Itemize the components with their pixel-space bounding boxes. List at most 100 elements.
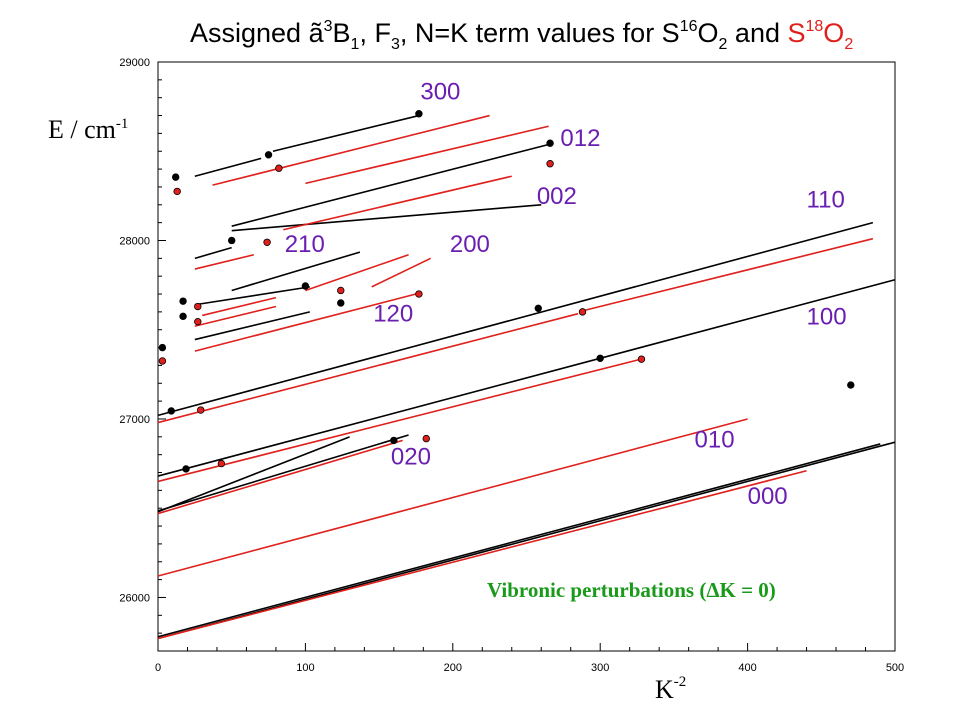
data-point-S18O2 xyxy=(546,160,554,168)
band-label: 100 xyxy=(807,303,847,330)
x-tick-label: 0 xyxy=(155,662,161,674)
data-point-S16O2 xyxy=(415,110,423,118)
term-value-lines xyxy=(157,114,896,640)
term-line-S18O2 xyxy=(157,418,748,577)
band-label: 010 xyxy=(695,427,735,454)
data-point-S16O2 xyxy=(171,173,180,181)
data-point-S16O2 xyxy=(264,151,273,159)
x-tick-label: 100 xyxy=(296,662,314,674)
data-point-S16O2 xyxy=(158,343,167,352)
chart-title-part: 3 xyxy=(391,36,400,53)
data-point-S16O2 xyxy=(534,304,542,313)
chart-title-text: Assigned ã3B1, F3, N=K term values for S… xyxy=(190,18,853,53)
term-line-S16O2 xyxy=(231,251,361,292)
data-point-S18O2 xyxy=(194,317,202,326)
term-line-S16O2 xyxy=(157,221,874,417)
data-point-S16O2 xyxy=(179,297,187,305)
data-point-S18O2 xyxy=(422,434,430,443)
chart-title-part: 3 xyxy=(324,18,333,35)
term-line-S18O2 xyxy=(371,257,432,288)
term-line-S16O2 xyxy=(231,143,551,227)
band-label: 300 xyxy=(420,78,460,105)
data-point-S18O2 xyxy=(337,286,345,295)
term-line-S18O2 xyxy=(305,254,409,292)
data-point-S16O2 xyxy=(546,139,554,147)
data-point-S16O2 xyxy=(390,436,398,445)
term-line-S16O2 xyxy=(157,278,896,477)
term-line-S16O2 xyxy=(157,434,409,512)
term-line-S18O2 xyxy=(212,114,490,186)
term-line-S16O2 xyxy=(157,436,350,513)
vibronic-perturbations-annotation: Vibronic perturbations (ΔK = 0) xyxy=(487,578,776,602)
term-line-S16O2 xyxy=(194,311,311,341)
term-line-S18O2 xyxy=(194,293,417,352)
y-tick-label: 27000 xyxy=(119,414,150,426)
assigned-points xyxy=(158,110,855,473)
y-tick-label: 29000 xyxy=(119,57,150,69)
band-label: 210 xyxy=(285,231,325,258)
y-axis-label: E / cm-1 xyxy=(48,115,128,144)
y-tick-label: 26000 xyxy=(119,592,150,604)
x-tick-label: 400 xyxy=(738,662,756,674)
data-point-S18O2 xyxy=(578,308,587,316)
data-point-S16O2 xyxy=(179,312,187,321)
chart-title-part: O xyxy=(823,18,844,48)
chart-title-part: 2 xyxy=(844,36,853,53)
data-point-S16O2 xyxy=(847,381,855,389)
term-line-S18O2 xyxy=(194,253,254,270)
term-line-S18O2 xyxy=(157,439,403,515)
data-point-S18O2 xyxy=(197,406,205,414)
data-point-S16O2 xyxy=(167,407,175,415)
chart-title-part: ã xyxy=(309,18,325,48)
x-tick-label: 300 xyxy=(591,662,609,674)
chart-title-part: , N=K term values for S xyxy=(400,18,680,48)
band-labels: 300 012 002 110 210 200 120 100 020 010 000 xyxy=(285,78,847,509)
data-point-S18O2 xyxy=(173,187,181,196)
term-line-S18O2 xyxy=(157,469,807,640)
band-label: 012 xyxy=(560,125,600,152)
term-line-S18O2 xyxy=(157,312,579,424)
chart-title-part: 18 xyxy=(806,18,824,35)
chart-title: Assigned ã3B1, F3, N=K term values for S… xyxy=(190,18,853,53)
data-point-S18O2 xyxy=(415,290,423,298)
term-line-S16O2 xyxy=(157,443,881,638)
chart-title-part: O xyxy=(698,18,719,48)
data-point-S18O2 xyxy=(263,238,271,246)
data-point-S16O2 xyxy=(301,282,310,290)
term-line-S18O2 xyxy=(157,357,645,483)
term-line-S16O2 xyxy=(194,157,262,178)
x-axis-label: K-2 xyxy=(655,674,686,704)
chart-title-part: 16 xyxy=(680,18,698,35)
chart-title-part: S xyxy=(787,18,805,48)
data-point-S16O2 xyxy=(337,299,345,307)
x-tick-label: 200 xyxy=(444,662,462,674)
chart-title-part: , F xyxy=(359,18,391,48)
term-line-S16O2 xyxy=(157,441,896,640)
term-line-S18O2 xyxy=(194,305,277,327)
data-point-S18O2 xyxy=(637,355,646,363)
band-label: 020 xyxy=(391,443,431,470)
band-label: 200 xyxy=(450,231,490,258)
chart-title-part: and xyxy=(727,18,787,48)
y-tick-label: 28000 xyxy=(119,235,150,247)
band-label: 120 xyxy=(373,301,413,328)
chart-title-part: B xyxy=(333,18,351,48)
band-label: 000 xyxy=(748,483,788,510)
data-point-S16O2 xyxy=(182,465,190,473)
data-point-S16O2 xyxy=(596,354,604,362)
band-label: 110 xyxy=(807,186,845,213)
term-line-S18O2 xyxy=(283,175,512,231)
data-point-S18O2 xyxy=(194,302,202,311)
data-point-S18O2 xyxy=(217,459,226,468)
x-tick-label: 500 xyxy=(886,662,904,674)
band-label: 002 xyxy=(537,183,577,210)
chart-title-part: Assigned xyxy=(190,18,309,48)
term-line-S16O2 xyxy=(231,203,542,232)
term-line-S18O2 xyxy=(305,125,549,185)
data-point-S18O2 xyxy=(158,357,167,365)
term-line-S16O2 xyxy=(194,286,310,306)
data-point-S16O2 xyxy=(227,236,236,245)
term-line-S16O2 xyxy=(194,246,232,260)
